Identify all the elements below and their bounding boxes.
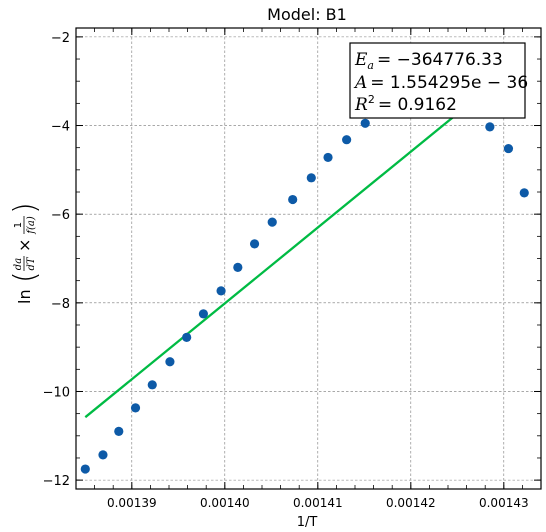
x-axis-label: 1/T: [297, 515, 318, 530]
data-point: [267, 217, 277, 227]
data-point: [485, 122, 495, 132]
data-point: [360, 118, 370, 128]
data-point: [182, 332, 192, 343]
data-point: [165, 357, 175, 367]
x-tick-label: 0.00142: [386, 496, 436, 510]
data-point: [130, 403, 141, 413]
annotation-line-a: A = 1.554295e − 36: [353, 73, 528, 93]
data-point: [147, 380, 157, 390]
y-label-times: ×: [15, 239, 34, 252]
data-point: [216, 286, 226, 296]
y-label-close-paren: ): [8, 202, 43, 214]
data-point: [233, 262, 243, 272]
series-layer: [80, 111, 529, 474]
data-point: [114, 426, 124, 436]
x-tick-label: 0.00143: [479, 496, 529, 510]
y-tick-label: −10: [43, 385, 70, 400]
y-tick-label: −4: [51, 120, 70, 135]
y-label-open-paren: (: [8, 271, 43, 283]
data-point: [519, 188, 529, 198]
data-point: [342, 135, 352, 145]
y-label-one: 1: [13, 222, 24, 228]
data-point: [323, 152, 333, 163]
data-point: [98, 450, 108, 460]
y-tick-label: −6: [51, 208, 70, 223]
data-point: [249, 239, 260, 249]
ticks-layer: 0.00139 0.00140 0.00141 0.00142 0.00143 −12 −1…: [43, 28, 542, 510]
annotation-line-ea: Ea = −364776.33: [354, 50, 503, 72]
data-point: [503, 143, 514, 154]
y-axis-label: ln ( da dT × 1 f(a) ): [8, 202, 43, 304]
plot-frame: [75, 27, 542, 490]
x-tick-label: 0.00139: [107, 496, 157, 510]
y-label-ln: ln: [15, 289, 34, 304]
data-point: [198, 309, 209, 319]
data-point: [306, 173, 316, 183]
y-tick-label: −8: [51, 297, 70, 312]
x-tick-label: 0.00140: [200, 496, 250, 510]
data-point: [288, 194, 298, 205]
annotation-line-r2: R2 = 0.9162: [354, 93, 457, 115]
y-tick-label: −2: [51, 31, 70, 46]
x-tick-label: 0.00141: [293, 496, 343, 510]
y-tick-label: −12: [43, 474, 70, 489]
data-point: [80, 464, 90, 474]
y-label-fa: f(a): [26, 216, 37, 235]
annotation-frame: [349, 42, 526, 119]
y-label-dT: dT: [26, 256, 37, 270]
annotation-box: Ea = −364776.33 A = 1.554295e − 36 R2 = 0.9…: [349, 42, 528, 119]
fit-line: [84, 111, 460, 419]
y-label-da: da: [13, 258, 24, 270]
chart-title: Model: B1: [267, 5, 347, 24]
